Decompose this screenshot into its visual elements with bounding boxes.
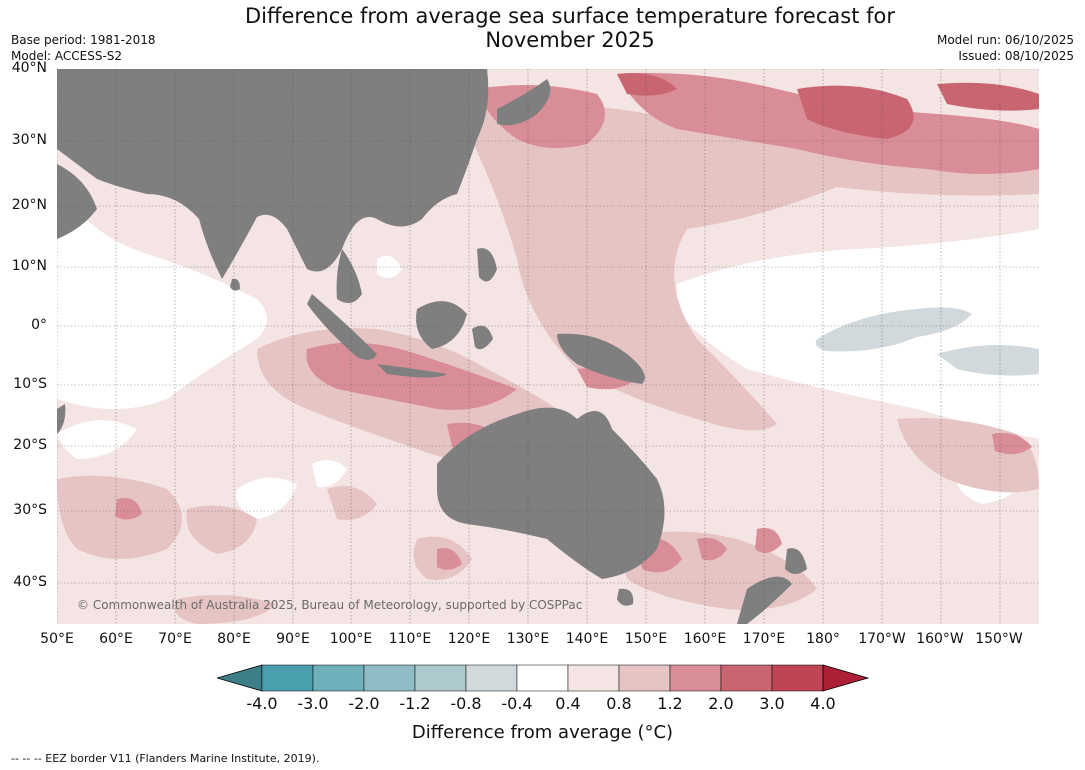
cool-regions	[815, 307, 1039, 376]
land-philippines	[477, 248, 497, 282]
lon-label-120e: 120°E	[447, 631, 491, 647]
lat-label-10s: 10°S	[13, 376, 47, 392]
eez-footnote: -- -- -- EEZ border V11 (Flanders Marine…	[11, 752, 320, 765]
lon-label-80e: 80°E	[217, 631, 251, 647]
graticule	[57, 69, 1039, 624]
lat-label-30s: 30°S	[13, 502, 47, 518]
warm-regions	[115, 73, 1039, 573]
lon-label-150e: 150°E	[624, 631, 668, 647]
lon-label-180: 180°	[806, 631, 840, 647]
base-period-text: Base period: 1981-2018	[11, 33, 156, 47]
lon-label-70e: 70°E	[158, 631, 192, 647]
lat-label-20s: 20°S	[13, 437, 47, 453]
colorbar-bin-11	[771, 664, 824, 692]
chart-title: Difference from average sea surface temp…	[220, 4, 920, 52]
issued-text: Issued: 08/10/2025	[958, 49, 1074, 63]
strong-warm-regions	[617, 73, 1039, 139]
lon-label-170w: 170°W	[858, 631, 906, 647]
land-java	[377, 364, 447, 378]
colorbar-tick-3: -2.0	[348, 694, 380, 713]
colorbar-tick-7: 0.4	[555, 694, 581, 713]
colorbar-tick-6: -0.4	[501, 694, 533, 713]
land-australia	[437, 407, 665, 579]
land-masses	[57, 69, 807, 624]
colorbar	[217, 664, 869, 692]
colorbar-tick-11: 3.0	[759, 694, 785, 713]
colorbar-bin-2	[312, 664, 365, 692]
model-run-text: Model run: 06/10/2025	[936, 33, 1074, 47]
land-borneo	[416, 301, 467, 349]
lat-label-10n: 10°N	[11, 258, 47, 274]
land-tasmania	[617, 588, 634, 606]
lon-label-60e: 60°E	[99, 631, 133, 647]
colorbar-under-arrow	[217, 664, 263, 692]
colorbar-tick-10: 2.0	[708, 694, 734, 713]
copyright-text: © Commonwealth of Australia 2025, Bureau…	[77, 598, 582, 612]
colorbar-over-arrow	[822, 664, 869, 692]
colorbar-tick-8: 0.8	[606, 694, 632, 713]
land-new-guinea	[557, 333, 645, 384]
title-line-2: November 2025	[485, 28, 655, 52]
colorbar-bin-1	[261, 664, 314, 692]
lon-label-150w: 150°W	[975, 631, 1023, 647]
land-madagascar	[57, 404, 66, 434]
lat-label-40s: 40°S	[13, 574, 47, 590]
lon-label-50e: 50°E	[40, 631, 74, 647]
meta-right: Model run: 06/10/2025 Issued: 08/10/2025	[937, 32, 1074, 64]
meta-left: Base period: 1981-2018 Model: ACCESS-S2	[11, 32, 156, 64]
lon-label-160w: 160°W	[916, 631, 964, 647]
colorbar-tick-12: 4.0	[810, 694, 836, 713]
lon-label-130e: 130°E	[506, 631, 550, 647]
land-sumatra	[307, 294, 377, 360]
land-indochina-peninsula	[336, 249, 362, 303]
colorbar-bin-4	[414, 664, 467, 692]
colorbar-tick-2: -3.0	[297, 694, 329, 713]
title-line-1: Difference from average sea surface temp…	[245, 4, 895, 28]
lat-label-equator: 0°	[31, 317, 47, 333]
colorbar-label: Difference from average (°C)	[411, 722, 674, 743]
lat-label-20n: 20°N	[11, 197, 47, 213]
sst-anomaly-map: © Commonwealth of Australia 2025, Bureau…	[57, 69, 1039, 624]
lon-label-110e: 110°E	[388, 631, 432, 647]
colorbar-tick-5: -0.8	[450, 694, 482, 713]
colorbar-bin-6	[516, 664, 569, 692]
land-japan	[497, 79, 551, 126]
model-text: Model: ACCESS-S2	[11, 49, 123, 63]
colorbar-tick-9: 1.2	[657, 694, 683, 713]
colorbar-tick-1: -4.0	[246, 694, 278, 713]
lat-label-30n: 30°N	[11, 132, 47, 148]
lon-label-160e: 160°E	[683, 631, 727, 647]
colorbar-bin-3	[363, 664, 416, 692]
colorbar-bin-10	[720, 664, 773, 692]
lon-label-170e: 170°E	[742, 631, 786, 647]
lat-label-40n: 40°N	[11, 60, 47, 76]
land-new-zealand-south	[737, 576, 792, 624]
land-asia	[57, 69, 489, 279]
colorbar-tick-4: -1.2	[399, 694, 431, 713]
land-sulawesi	[472, 325, 493, 350]
lon-label-140e: 140°E	[565, 631, 609, 647]
land-sri-lanka	[230, 278, 240, 291]
colorbar-bin-9	[669, 664, 722, 692]
lon-label-100e: 100°E	[329, 631, 373, 647]
colorbar-bin-7	[567, 664, 620, 692]
land-new-zealand-north	[785, 548, 807, 574]
land-india-subcontinent-arabia	[57, 164, 97, 239]
lon-label-90e: 90°E	[276, 631, 310, 647]
colorbar-bin-8	[618, 664, 671, 692]
colorbar-bin-5	[465, 664, 518, 692]
